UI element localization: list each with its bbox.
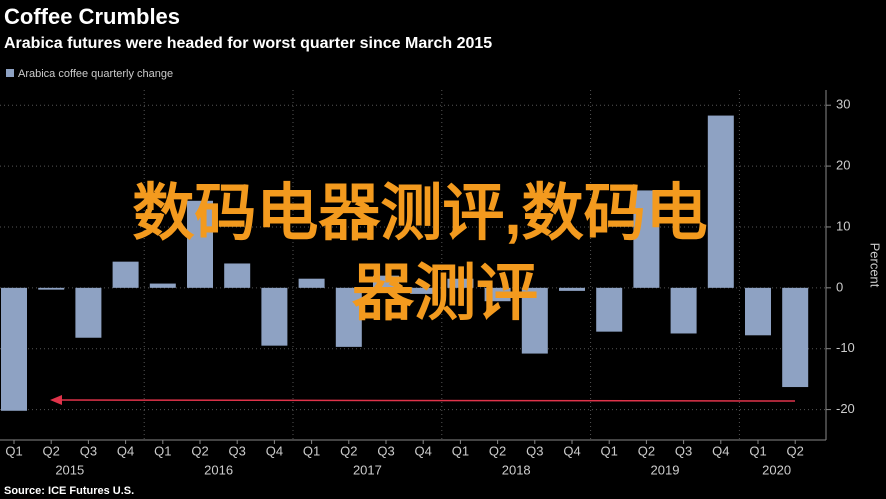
x-tick-label: Q1 (749, 443, 766, 458)
x-group-label: 2019 (651, 462, 680, 477)
y-tick-label: 30 (836, 97, 850, 112)
legend-label: Arabica coffee quarterly change (18, 68, 173, 80)
bar (75, 287, 102, 338)
bar (596, 287, 623, 332)
x-tick-label: Q1 (452, 443, 469, 458)
bar (745, 287, 771, 336)
x-tick-label: Q1 (5, 443, 22, 458)
x-tick-label: Q4 (266, 443, 283, 458)
watermark-line: 数码电器测评,数码电 (132, 179, 707, 248)
x-tick-label: Q2 (43, 443, 60, 458)
bar (633, 190, 660, 288)
x-tick-label: Q2 (489, 443, 506, 458)
x-tick-label: Q3 (675, 443, 692, 458)
x-tick-label: Q4 (563, 443, 580, 458)
x-tick-label: Q1 (303, 443, 320, 458)
x-tick-label: Q3 (526, 443, 543, 458)
x-tick-label: Q2 (638, 443, 655, 458)
x-tick-label: Q2 (191, 443, 208, 458)
x-group-label: 2017 (353, 462, 382, 477)
plot: -20 -10 0 10 20 30 2015 2016 2017 2018 2019 2020 Q1 Q… (0, 90, 855, 477)
source: Source: ICE Futures U.S. (4, 485, 134, 497)
y-tick-label: -10 (836, 340, 855, 355)
bar (298, 278, 325, 288)
x-tick-label: Q4 (712, 443, 729, 458)
bar (782, 287, 809, 388)
x-tick-label: Q1 (154, 443, 171, 458)
bar (670, 287, 697, 334)
bar (447, 278, 474, 288)
bar (707, 115, 734, 288)
x-tick-label: Q4 (415, 443, 432, 458)
y-axis-label: Percent (868, 243, 883, 288)
bar (484, 287, 511, 302)
bar (187, 200, 213, 288)
bar (410, 287, 437, 294)
chart-title: Coffee Crumbles (4, 4, 180, 29)
bar (335, 287, 362, 347)
x-tick-label: Q2 (340, 443, 357, 458)
x-tick-label: Q3 (229, 443, 246, 458)
x-tick-label: Q2 (787, 443, 804, 458)
x-tick-label: Q1 (601, 443, 618, 458)
legend-swatch (6, 69, 14, 77)
x-tick-label: Q3 (377, 443, 394, 458)
bar (521, 287, 548, 354)
bar (1, 287, 27, 411)
y-tick-label: -20 (836, 401, 855, 416)
x-group-label: 2018 (502, 462, 531, 477)
y-tick-label: 0 (836, 279, 843, 294)
x-group-label: 2020 (762, 462, 791, 477)
x-group-label: 2016 (204, 462, 233, 477)
arrow-head (50, 395, 62, 405)
arrow-line (55, 399, 796, 402)
bar (559, 287, 585, 291)
y-tick-label: 10 (836, 218, 850, 233)
x-tick-label: Q4 (117, 443, 134, 458)
bar (38, 287, 65, 290)
bar (224, 263, 251, 288)
bar (373, 275, 399, 288)
x-tick-label: Q3 (80, 443, 97, 458)
chart-subtitle: Arabica futures were headed for worst qu… (4, 35, 492, 52)
watermark: 数码电器测评,数码电器测评 (132, 179, 707, 328)
y-tick-label: 20 (836, 158, 850, 173)
bar (149, 283, 176, 288)
x-group-label: 2015 (55, 462, 84, 477)
watermark-line: 器测评 (352, 259, 538, 328)
bar (261, 287, 288, 346)
bar (112, 261, 139, 288)
